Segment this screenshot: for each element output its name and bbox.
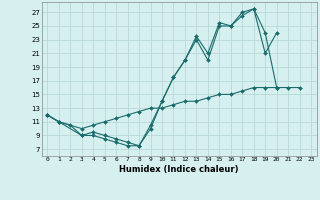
X-axis label: Humidex (Indice chaleur): Humidex (Indice chaleur) — [119, 165, 239, 174]
